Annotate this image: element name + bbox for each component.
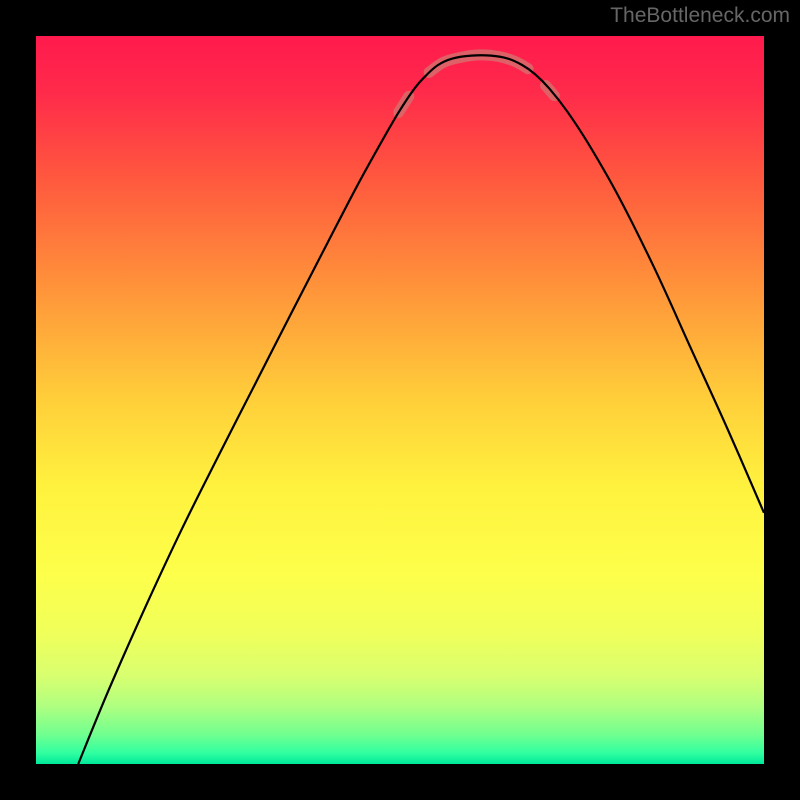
curve-layer (36, 36, 764, 764)
highlight-segment (429, 55, 528, 72)
watermark-text: TheBottleneck.com (610, 4, 790, 28)
bottleneck-curve (78, 55, 764, 764)
plot-area (36, 36, 764, 764)
